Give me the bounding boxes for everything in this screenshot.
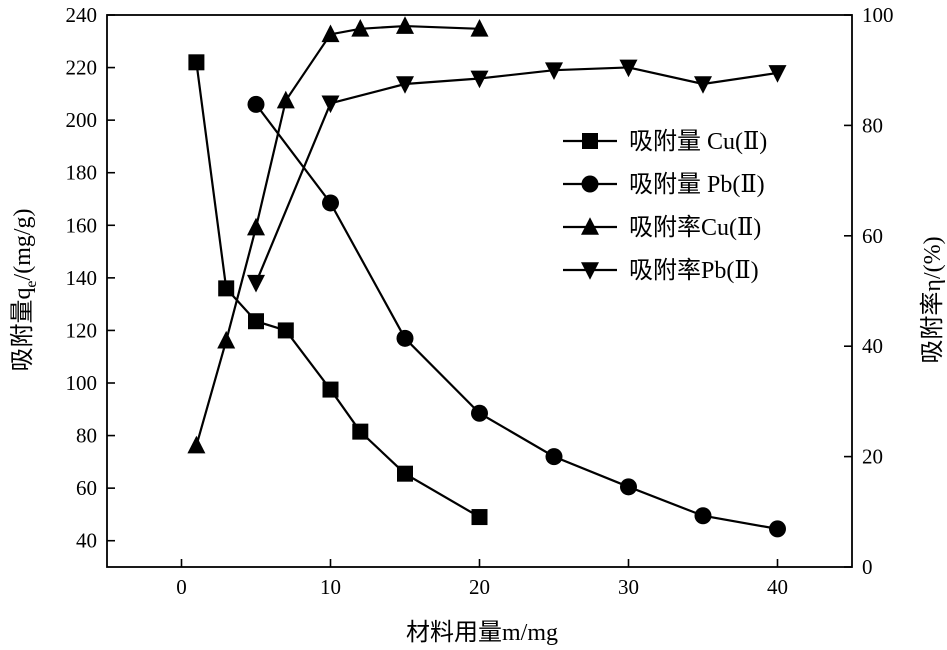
y-left-tick-label: 240 — [66, 3, 98, 27]
series-layer — [187, 16, 787, 538]
data-point — [694, 76, 712, 94]
y-left-tick-label: 80 — [76, 424, 97, 448]
data-point — [471, 509, 488, 526]
series-2 — [247, 95, 786, 538]
y-left-tick-label: 180 — [66, 161, 98, 185]
data-point — [322, 194, 339, 212]
data-point — [768, 65, 787, 83]
data-point — [276, 90, 295, 109]
data-point — [470, 19, 489, 37]
series-line — [255, 103, 778, 530]
data-point — [248, 313, 264, 330]
data-point — [321, 24, 340, 43]
legend-label: 吸附率Pb(Ⅱ) — [629, 257, 759, 284]
series-line — [195, 24, 480, 446]
data-point — [620, 478, 637, 496]
x-tick-label: 10 — [320, 575, 341, 599]
legend-marker — [581, 175, 599, 193]
legend-marker — [581, 262, 599, 280]
x-tick-label: 20 — [469, 575, 490, 599]
data-point — [322, 381, 339, 398]
data-point — [619, 59, 638, 78]
data-point — [769, 520, 786, 538]
y-left-tick-label: 220 — [66, 56, 98, 80]
data-point — [351, 19, 370, 37]
y-right-tick-label: 20 — [862, 445, 883, 469]
y-axis-right-label: 吸附率η/(%) — [919, 236, 946, 363]
data-point — [694, 507, 712, 525]
y-right-tick-label: 0 — [862, 555, 873, 579]
y-axis-left-label: 吸附量qe/(mg/g) — [9, 208, 40, 371]
data-point — [218, 280, 235, 297]
legend-label: 吸附量 Cu(Ⅱ) — [629, 128, 767, 155]
legend: 吸附量 Cu(Ⅱ) 吸附量 Pb(Ⅱ) 吸附率Cu(Ⅱ) 吸附率Pb(Ⅱ) — [563, 128, 767, 284]
data-point — [187, 435, 206, 454]
data-point — [545, 62, 563, 80]
data-point — [247, 274, 265, 293]
y-left-label-sub: e — [23, 280, 40, 287]
y-left-label-unit: /(mg/g) — [10, 208, 36, 280]
y-right-tick-label: 40 — [862, 334, 883, 358]
y-right-tick-label: 80 — [862, 113, 883, 137]
y-left-tick-label: 200 — [66, 108, 98, 132]
data-point — [352, 423, 369, 440]
x-axis-label: 材料用量m/mg — [406, 619, 558, 646]
data-point — [396, 329, 414, 347]
y-right-tick-label: 60 — [862, 224, 883, 248]
data-point — [396, 76, 414, 94]
data-point — [545, 448, 563, 466]
y-right-tick-label: 100 — [862, 3, 894, 27]
data-point — [247, 95, 265, 113]
data-point — [188, 54, 205, 71]
x-tick-label: 0 — [176, 575, 187, 599]
y-left-tick-label: 120 — [66, 318, 98, 342]
series-line — [254, 66, 778, 284]
legend-marker — [581, 217, 599, 235]
data-point — [321, 95, 340, 114]
data-point — [471, 404, 488, 422]
axis-ticks: 0 10 20 30 40 40 60 80 100 120 140 160 180 200 220 240 0… — [66, 3, 894, 599]
x-tick-label: 30 — [618, 575, 639, 599]
data-point — [277, 322, 294, 339]
data-point — [397, 465, 413, 482]
y-left-tick-label: 160 — [66, 213, 98, 237]
series-4 — [247, 59, 787, 293]
data-point — [247, 217, 265, 236]
data-point — [217, 330, 236, 349]
data-point — [396, 16, 414, 34]
y-left-tick-label: 100 — [66, 371, 98, 395]
x-tick-label: 40 — [767, 575, 788, 599]
data-point — [470, 70, 489, 89]
y-left-label-main: 吸附量q — [9, 288, 36, 372]
series-1 — [188, 54, 488, 526]
y-left-tick-label: 40 — [76, 529, 97, 553]
y-left-tick-label: 140 — [66, 266, 98, 290]
legend-marker — [582, 133, 598, 149]
y-left-tick-label: 60 — [76, 476, 97, 500]
legend-label: 吸附率Cu(Ⅱ) — [629, 214, 761, 241]
legend-label: 吸附量 Pb(Ⅱ) — [629, 171, 765, 198]
series-3 — [187, 16, 489, 454]
